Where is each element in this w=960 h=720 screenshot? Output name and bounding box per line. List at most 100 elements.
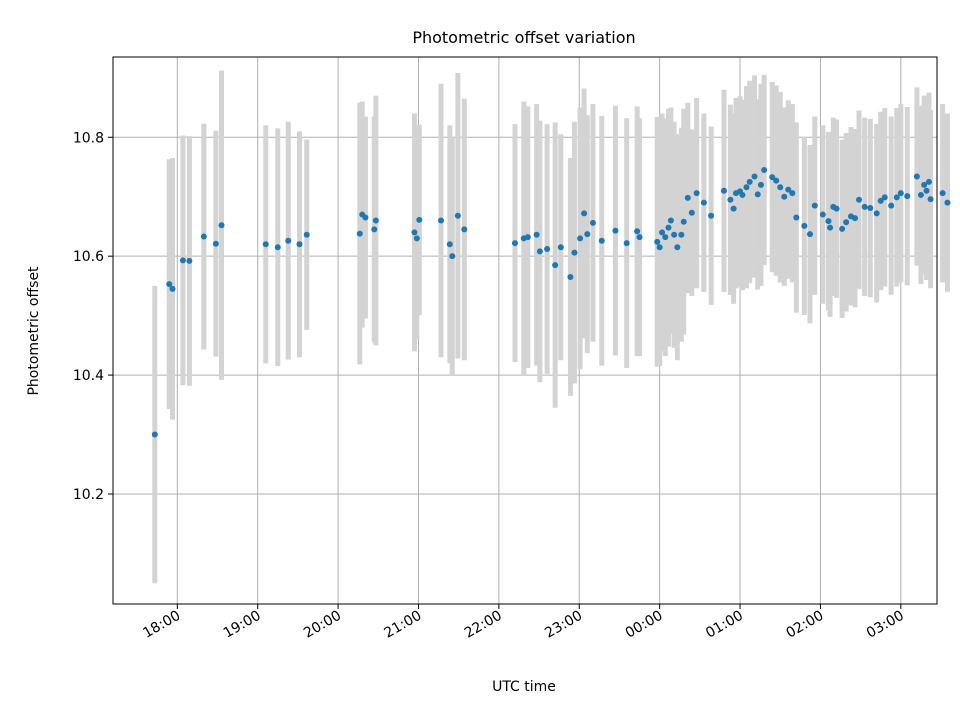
data-point	[654, 238, 661, 245]
data-point	[671, 231, 678, 238]
data-point	[743, 184, 750, 191]
x-axis-label: UTC time	[492, 679, 556, 695]
data-point	[612, 227, 619, 234]
data-point	[533, 231, 540, 238]
data-point	[727, 196, 734, 203]
y-tick-label: 10.8	[73, 130, 104, 146]
data-point	[577, 235, 584, 242]
data-point	[544, 246, 551, 253]
data-point	[151, 431, 158, 438]
data-point	[730, 205, 737, 212]
data-point	[446, 241, 453, 248]
data-point	[757, 181, 764, 188]
data-point	[904, 193, 911, 200]
data-point	[371, 226, 378, 233]
data-point	[781, 193, 788, 200]
data-point	[873, 210, 880, 217]
y-tick-label: 10.4	[73, 368, 104, 384]
data-point	[581, 210, 588, 217]
data-point	[678, 231, 685, 238]
data-point	[827, 224, 834, 231]
data-point	[856, 196, 863, 203]
data-point	[571, 249, 578, 256]
data-point	[867, 205, 874, 212]
data-point	[356, 230, 363, 237]
data-point	[700, 199, 707, 206]
data-point	[536, 248, 543, 255]
data-point	[437, 217, 444, 224]
data-point	[751, 173, 758, 180]
y-tick-label: 10.6	[73, 249, 104, 265]
data-point	[881, 194, 888, 201]
data-point	[913, 173, 920, 180]
data-point	[636, 234, 643, 241]
data-point	[285, 237, 292, 244]
data-point	[372, 217, 379, 224]
data-point	[789, 190, 796, 197]
data-point	[454, 212, 461, 219]
data-point	[169, 285, 176, 292]
data-point	[897, 190, 904, 197]
data-point	[634, 228, 641, 235]
data-point	[888, 202, 895, 209]
data-point	[598, 237, 605, 244]
chart-title: Photometric offset variation	[412, 28, 635, 47]
data-point	[212, 240, 219, 247]
data-point	[688, 209, 695, 216]
data-point	[667, 217, 674, 224]
data-point	[921, 181, 928, 188]
data-point	[680, 218, 687, 225]
data-point	[262, 241, 269, 248]
data-point	[552, 262, 559, 269]
data-point	[806, 231, 813, 238]
data-point	[413, 235, 420, 242]
data-point	[923, 187, 930, 194]
data-point	[166, 281, 173, 288]
y-tick-label: 10.2	[73, 487, 104, 503]
data-point	[801, 222, 808, 229]
data-point	[303, 231, 310, 238]
y-axis: 10.2 10.4 10.6 10.8	[73, 130, 113, 503]
data-point	[567, 273, 574, 280]
data-point	[825, 218, 832, 225]
data-point	[524, 234, 531, 241]
data-point	[693, 190, 700, 197]
data-point	[200, 233, 207, 240]
data-point	[877, 197, 884, 204]
data-points	[151, 166, 951, 438]
data-point	[662, 234, 669, 241]
data-point	[839, 225, 846, 232]
data-point	[511, 240, 518, 247]
data-point	[461, 226, 468, 233]
plot-frame	[112, 56, 938, 605]
data-point	[416, 216, 423, 223]
data-point	[773, 177, 780, 184]
data-point	[656, 244, 663, 251]
data-point	[557, 244, 564, 251]
data-point	[684, 194, 691, 201]
data-point	[769, 174, 776, 181]
data-point	[746, 178, 753, 185]
data-point	[785, 186, 792, 193]
data-point	[708, 212, 715, 219]
data-point	[793, 214, 800, 221]
data-point	[833, 205, 840, 212]
data-point	[665, 224, 672, 231]
data-point	[720, 187, 727, 194]
data-point	[449, 253, 456, 260]
data-point	[674, 244, 681, 251]
data-point	[739, 191, 746, 198]
y-axis-label: Photometric offset	[26, 266, 42, 396]
data-point	[893, 194, 900, 201]
data-point	[861, 203, 868, 210]
data-point	[659, 229, 666, 236]
data-point	[843, 219, 850, 226]
data-point	[296, 241, 303, 248]
data-point	[411, 229, 418, 236]
data-point	[589, 219, 596, 226]
data-point	[623, 240, 630, 247]
data-point	[819, 211, 826, 218]
data-point	[777, 184, 784, 191]
